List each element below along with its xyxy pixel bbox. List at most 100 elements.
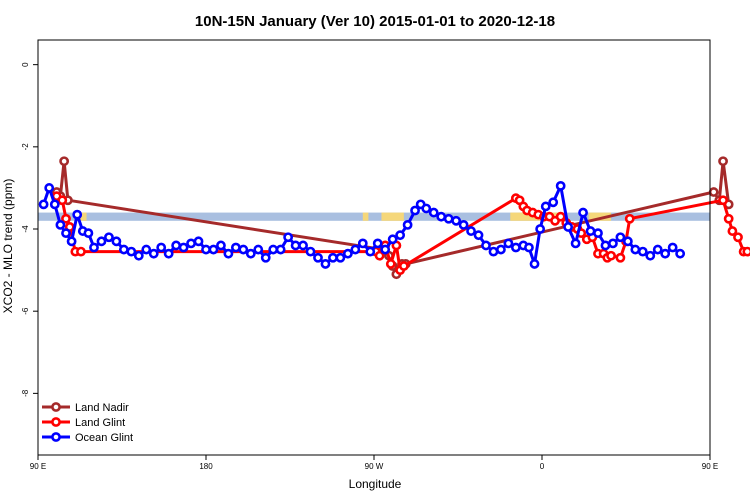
land-span bbox=[77, 212, 87, 221]
ocean-glint-point bbox=[313, 252, 323, 263]
ocean-glint-point bbox=[410, 205, 420, 216]
ocean-glint-point bbox=[275, 244, 286, 255]
land-glint-point bbox=[374, 250, 385, 261]
ocean-glint-point bbox=[328, 252, 338, 263]
ocean-glint-point bbox=[298, 240, 308, 251]
ocean-glint-point bbox=[350, 244, 361, 255]
ocean-glint-point bbox=[126, 246, 137, 257]
legend-label: Land Nadir bbox=[75, 402, 129, 414]
ocean-glint-point bbox=[645, 250, 656, 261]
land-glint-point bbox=[727, 226, 738, 236]
x-tick-label: 0 bbox=[540, 462, 545, 471]
ocean-glint-point bbox=[55, 220, 66, 230]
ocean-glint-point bbox=[357, 238, 368, 249]
ocean-glint-point bbox=[201, 244, 211, 255]
ocean-glint-point bbox=[443, 213, 454, 224]
land-nadir-point bbox=[59, 156, 70, 167]
ocean-glint-point bbox=[163, 248, 174, 259]
legend-swatch-point bbox=[51, 432, 61, 442]
land-glint-point bbox=[615, 252, 626, 263]
ocean-glint-point bbox=[481, 240, 491, 251]
axes: 90 E 180 90 W 0 90 E 0 -2 -4 -6 -8 bbox=[21, 62, 718, 471]
ocean-glint-point bbox=[563, 222, 574, 232]
ocean-glint-point bbox=[365, 246, 376, 257]
ocean-glint-point bbox=[230, 242, 241, 253]
ocean-glint-point bbox=[600, 240, 611, 251]
ocean-glint-point bbox=[540, 201, 551, 212]
ocean-glint-point bbox=[223, 248, 234, 259]
legend-swatch-point bbox=[51, 417, 61, 427]
ocean-glint-point bbox=[320, 259, 331, 269]
land-span bbox=[381, 212, 404, 221]
land-glint-point bbox=[398, 261, 409, 271]
ocean-glint-point bbox=[148, 248, 159, 259]
ocean-glint-point bbox=[216, 240, 226, 251]
ocean-glint-point bbox=[395, 230, 406, 241]
legend-label: Ocean Glint bbox=[75, 432, 133, 444]
ocean-glint-point bbox=[630, 244, 641, 255]
legend: Land Nadir Land Glint Ocean Glint bbox=[42, 402, 133, 444]
land-glint-point bbox=[555, 211, 566, 222]
ocean-glint-point bbox=[245, 248, 256, 259]
ocean-glint-point bbox=[615, 232, 626, 243]
ocean-glint-series bbox=[38, 180, 686, 269]
legend-label: Land Glint bbox=[75, 417, 125, 429]
ocean-glint-point bbox=[436, 211, 447, 222]
ocean-band bbox=[38, 212, 710, 221]
land-glint-point bbox=[61, 213, 71, 224]
ocean-glint-point bbox=[380, 244, 391, 255]
land-glint-point bbox=[606, 250, 616, 261]
ocean-glint-point bbox=[290, 240, 301, 251]
land-glint-point bbox=[718, 195, 728, 206]
ocean-glint-point bbox=[503, 238, 514, 249]
ocean-glint-point bbox=[72, 209, 83, 220]
legend-item-land-glint: Land Glint bbox=[42, 417, 125, 429]
ocean-glint-point bbox=[118, 244, 129, 255]
ocean-glint-point bbox=[510, 242, 521, 253]
ocean-glint-point bbox=[652, 244, 663, 255]
ocean-glint-point bbox=[253, 244, 264, 255]
ocean-glint-point bbox=[421, 203, 432, 214]
y-tick-label: -6 bbox=[21, 307, 30, 315]
ocean-glint-point bbox=[89, 242, 99, 253]
ocean-glint-point bbox=[466, 226, 476, 236]
y-tick-label: -2 bbox=[21, 143, 30, 151]
x-tick-label: 90 E bbox=[702, 462, 718, 471]
ocean-glint-point bbox=[133, 250, 144, 261]
ocean-glint-point bbox=[44, 183, 55, 193]
y-tick-label: -4 bbox=[21, 225, 30, 233]
y-axis-label: XCO2 - MLO trend (ppm) bbox=[1, 179, 15, 314]
ocean-glint-point bbox=[593, 228, 603, 239]
land-glint-point bbox=[742, 246, 750, 257]
land-glint-point bbox=[76, 246, 86, 257]
x-axis-label: Longitude bbox=[349, 477, 402, 491]
ocean-glint-point bbox=[104, 232, 114, 243]
ocean-glint-point bbox=[171, 240, 182, 251]
ocean-glint-point bbox=[402, 220, 413, 230]
ocean-glint-point bbox=[458, 220, 469, 230]
land-glint-point bbox=[385, 259, 396, 269]
chart-title: 10N-15N January (Ver 10) 2015-01-01 to 2… bbox=[195, 13, 555, 30]
y-tick-label: -8 bbox=[21, 389, 30, 397]
ocean-glint-point bbox=[473, 230, 484, 241]
ocean-glint-point bbox=[428, 207, 439, 218]
ocean-glint-point bbox=[667, 242, 678, 253]
ocean-glint-point bbox=[608, 238, 618, 249]
land-span bbox=[362, 212, 369, 221]
land-span bbox=[510, 212, 541, 221]
ocean-glint-point bbox=[524, 242, 534, 253]
ocean-glint-point bbox=[193, 236, 204, 247]
ocean-glint-point bbox=[387, 234, 398, 245]
land-nadir-point bbox=[708, 187, 719, 197]
ocean-glint-point bbox=[660, 248, 671, 259]
legend-swatch-point bbox=[51, 402, 61, 412]
ocean-glint-point bbox=[238, 244, 249, 255]
ocean-glint-point bbox=[61, 228, 71, 239]
x-tick-label: 180 bbox=[199, 462, 213, 471]
series-layer bbox=[38, 156, 750, 280]
ocean-glint-point bbox=[38, 199, 49, 210]
land-span bbox=[588, 212, 612, 221]
ocean-glint-point bbox=[622, 236, 633, 247]
ocean-glint-point bbox=[335, 252, 346, 263]
